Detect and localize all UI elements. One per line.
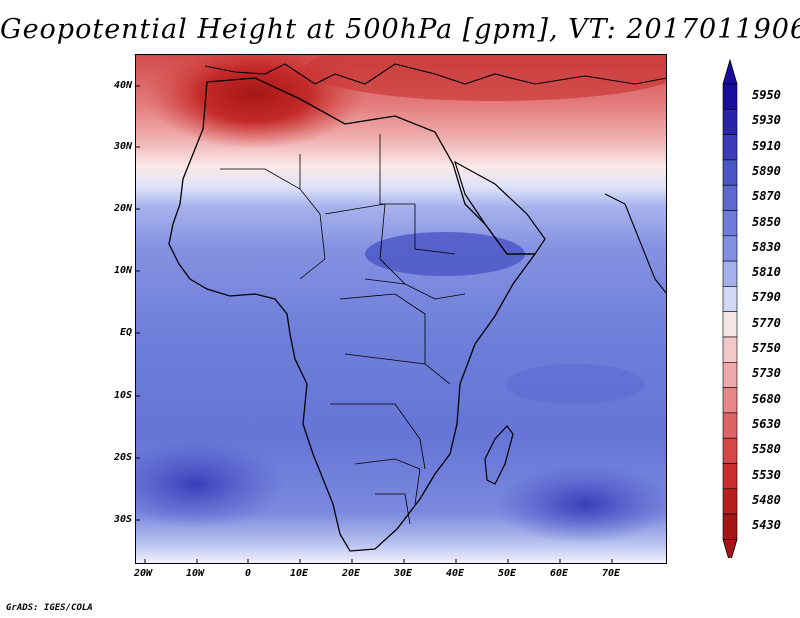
lon-label-20e: 20E [342,568,361,579]
colorbar-bottom-arrow [722,538,738,558]
lat-label-10s: 10S [113,390,132,401]
lat-label-30s: 30S [113,514,132,525]
map-border [135,54,667,564]
colorbar-label-5870: 5870 [752,189,781,204]
lat-label-20n: 20N [113,203,132,214]
chart-title: Geopotential Height at 500hPa [gpm], VT:… [0,14,800,45]
colorbar-swatch-5910 [722,134,738,161]
colorbar-swatch-5480 [722,488,738,515]
colorbar-swatch-5930 [722,108,738,135]
india-coastline [604,193,667,295]
colorbar-label-5810: 5810 [752,265,781,280]
colorbar-label-5530: 5530 [752,467,781,482]
colorbar [722,58,738,558]
lon-label-10e: 10E [290,568,309,579]
lon-label-40e: 40E [446,568,465,579]
arabia-coastline [453,160,546,255]
colorbar-swatch-5580 [722,437,738,464]
colorbar-swatch-5890 [722,159,738,186]
lon-label-50e: 50E [498,568,517,579]
lat-label-10n: 10N [113,265,132,276]
map-ticks [135,85,613,564]
colorbar-label-5480: 5480 [752,492,781,507]
colorbar-label-5790: 5790 [752,290,781,305]
lon-label-0: 0 [245,568,252,579]
colorbar-label-5580: 5580 [752,442,781,457]
colorbar-swatch-5750 [722,336,738,363]
colorbar-label-5750: 5750 [752,341,781,355]
africa-coastline [168,77,537,552]
high-center-indian-ocean [505,364,645,404]
high-center-sudan [365,232,525,276]
lon-label-20w: 20W [134,568,153,579]
colorbar-swatch-5850 [722,210,738,237]
colorbar-swatch-5950 [722,83,738,110]
high-center-southeast [495,464,667,544]
low-center-northwest [145,54,365,149]
lat-label-20s: 20S [113,452,132,463]
lat-label-40n: 40N [113,80,132,91]
colorbar-label-5680: 5680 [752,391,781,406]
madagascar-coastline [484,425,514,485]
high-center-southwest [135,439,285,529]
colorbar-label-5630: 5630 [752,416,781,431]
colorbar-label-5890: 5890 [752,163,781,178]
colorbar-swatch-5790 [722,286,738,312]
colorbar-swatch-5730 [722,361,738,388]
colorbar-label-5770: 5770 [752,315,781,330]
colorbar-swatch-5830 [722,235,738,262]
colorbar-label-5910: 5910 [752,138,781,153]
colorbar-swatch-5810 [722,260,738,287]
colorbar-swatch-5680 [722,387,738,414]
colorbar-swatch-5630 [722,412,738,439]
lon-label-10w: 10W [186,568,205,579]
colorbar-label-5950: 5950 [752,88,781,102]
lon-label-70e: 70E [602,568,621,579]
lon-label-30e: 30E [394,568,413,579]
colorbar-swatch-5770 [722,311,738,338]
colorbar-swatch-5870 [722,184,738,211]
lon-label-60e: 60E [550,568,569,579]
map-panel [135,54,667,564]
europe-coastline [204,63,667,85]
colorbar-label-5830: 5830 [752,239,781,254]
colorbar-swatch-5530 [722,463,738,490]
colorbar-label-5930: 5930 [752,113,781,128]
credit-text: GrADS: IGES/COLA [6,603,93,613]
colorbar-swatch-5430 [722,513,738,540]
colorbar-label-5430: 5430 [752,518,781,533]
country-borders [220,134,466,525]
colorbar-top-arrow [722,58,738,85]
colorbar-label-5850: 5850 [752,214,781,229]
colorbar-label-5730: 5730 [752,366,781,381]
lat-label-eq: EQ [119,327,132,338]
lat-label-30n: 30N [113,141,132,152]
